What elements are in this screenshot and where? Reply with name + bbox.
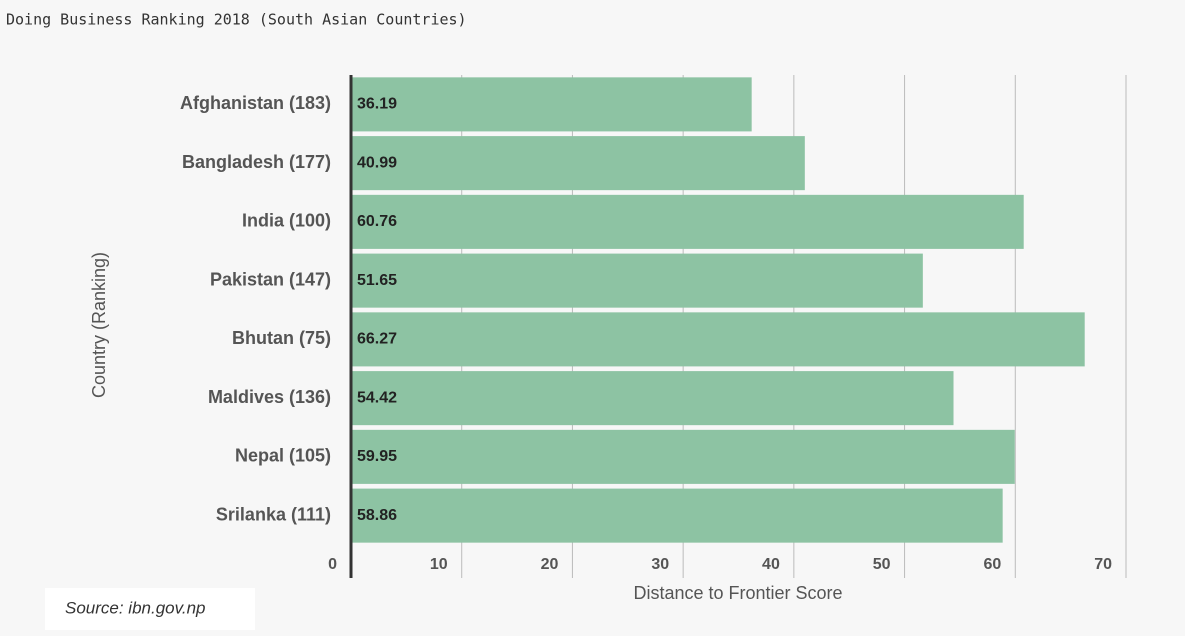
source-box bbox=[45, 588, 255, 630]
x-tick-label: 30 bbox=[651, 556, 669, 573]
category-label: Bhutan (75) bbox=[232, 328, 331, 348]
bar bbox=[351, 77, 752, 132]
value-label: 51.65 bbox=[357, 272, 397, 289]
bar bbox=[351, 429, 1015, 484]
x-axis-label: Distance to Frontier Score bbox=[633, 583, 842, 603]
category-label: Maldives (136) bbox=[208, 387, 331, 407]
x-tick-label: 10 bbox=[430, 556, 448, 573]
value-label: 36.19 bbox=[357, 96, 397, 113]
source: Source: ibn.gov.np bbox=[65, 598, 206, 617]
bar bbox=[351, 312, 1085, 367]
category-label: Bangladesh (177) bbox=[182, 152, 331, 172]
value-label: 66.27 bbox=[357, 331, 397, 348]
bar bbox=[351, 371, 954, 426]
x-tick-label: 50 bbox=[873, 556, 891, 573]
value-label: 58.86 bbox=[357, 507, 397, 524]
category-label: Afghanistan (183) bbox=[180, 93, 331, 113]
chart-title: Doing Business Ranking 2018 (South Asian… bbox=[6, 11, 467, 29]
bar bbox=[351, 488, 1003, 543]
category-label: India (100) bbox=[242, 211, 331, 231]
category-label: Pakistan (147) bbox=[210, 269, 331, 289]
value-label: 60.76 bbox=[357, 213, 397, 230]
value-label: 40.99 bbox=[357, 154, 397, 171]
y-axis-label: Country (Ranking) bbox=[89, 252, 109, 398]
bar bbox=[351, 253, 923, 308]
value-label: 59.95 bbox=[357, 448, 397, 465]
x-tick-label: 60 bbox=[983, 556, 1001, 573]
x-tick-label: 40 bbox=[762, 556, 780, 573]
bar bbox=[351, 136, 805, 191]
category-label: Srilanka (111) bbox=[216, 504, 331, 524]
category-label: Nepal (105) bbox=[235, 446, 331, 466]
bar bbox=[351, 194, 1024, 249]
x-tick-label: 20 bbox=[541, 556, 559, 573]
value-label: 54.42 bbox=[357, 389, 397, 406]
x-tick-label: 70 bbox=[1094, 556, 1112, 573]
x-tick-label: 0 bbox=[328, 556, 337, 573]
